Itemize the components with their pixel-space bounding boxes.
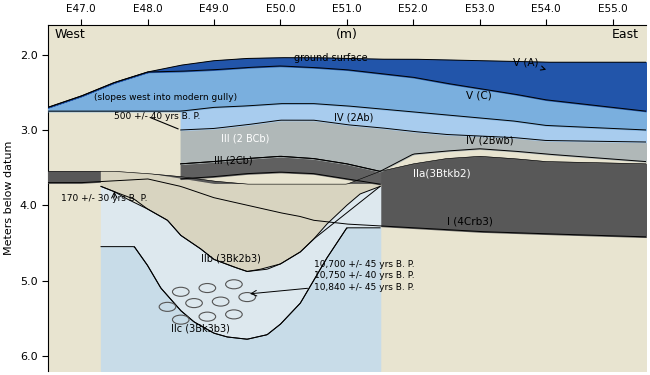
Text: III (2Cb): III (2Cb) bbox=[214, 156, 253, 166]
Text: IIc (3Bk3b3): IIc (3Bk3b3) bbox=[171, 324, 230, 334]
Text: V (C): V (C) bbox=[467, 90, 492, 101]
Text: IIa(3Btkb2): IIa(3Btkb2) bbox=[413, 169, 471, 178]
Text: 10,840 +/- 45 yrs B. P.: 10,840 +/- 45 yrs B. P. bbox=[314, 282, 414, 291]
Text: West: West bbox=[55, 28, 85, 41]
Text: IV (2Bwb): IV (2Bwb) bbox=[467, 135, 514, 146]
Text: 10,700 +/- 45 yrs B. P.: 10,700 +/- 45 yrs B. P. bbox=[314, 260, 414, 269]
Text: ground surface: ground surface bbox=[294, 53, 367, 63]
Text: 170 +/- 30 yrs B. P.: 170 +/- 30 yrs B. P. bbox=[61, 195, 148, 204]
Text: (slopes west into modern gully): (slopes west into modern gully) bbox=[94, 93, 237, 102]
Text: East: East bbox=[612, 28, 639, 41]
Y-axis label: Meters below datum: Meters below datum bbox=[4, 141, 14, 255]
Text: (m): (m) bbox=[336, 28, 358, 41]
Text: 500 +/- 40 yrs B. P.: 500 +/- 40 yrs B. P. bbox=[114, 112, 201, 121]
Text: III (2 BCb): III (2 BCb) bbox=[220, 133, 269, 143]
Text: IV (2Ab): IV (2Ab) bbox=[333, 113, 373, 123]
Text: I (4Crb3): I (4Crb3) bbox=[447, 216, 493, 226]
Text: IIb (3Bk2b3): IIb (3Bk2b3) bbox=[201, 254, 261, 264]
Text: V (A): V (A) bbox=[513, 58, 545, 70]
Text: 10,750 +/- 40 yrs B. P.: 10,750 +/- 40 yrs B. P. bbox=[314, 271, 414, 280]
